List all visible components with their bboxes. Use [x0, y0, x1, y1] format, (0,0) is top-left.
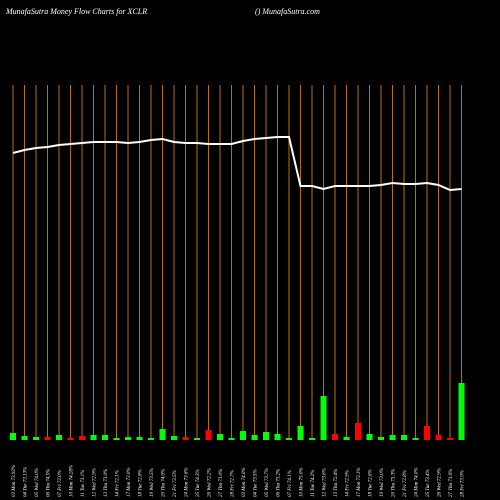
x-tick-label: 04 Tue 73.5%: [254, 469, 259, 497]
bar: [435, 435, 442, 440]
bar: [102, 435, 108, 440]
bar: [125, 437, 131, 440]
x-tick-label: 18 Tue 72.6%: [369, 469, 374, 497]
bar: [378, 437, 384, 440]
x-tick-label: 17 Mon 73.0%: [127, 467, 132, 497]
x-tick-label: 27 Thu 73.0%: [219, 469, 224, 497]
x-tick-label: 28 Fri 72.7%: [231, 470, 236, 497]
x-tick-label: 19 Wed 73.0%: [380, 468, 385, 497]
x-tick-label: 20 Thu 74.0%: [162, 469, 167, 497]
x-tick-label: 07 Fri 74.1%: [288, 470, 293, 497]
x-tick-label: 03 Mon 73.92%: [12, 465, 17, 497]
bar: [401, 435, 407, 440]
x-tick-label: 12 Wed 72.9%: [93, 468, 98, 497]
bar: [136, 437, 143, 440]
x-tick-label: 03 Mon 74.0%: [242, 467, 247, 497]
x-tick-label: 13 Thu 72.4%: [334, 469, 339, 497]
x-tick-label: 14 Fri 72.9%: [346, 470, 351, 497]
x-tick-label: 21 Fri 72.5%: [173, 470, 178, 497]
x-tick-label: 06 Thu 73.2%: [277, 469, 282, 497]
bar: [240, 431, 246, 440]
bar: [263, 432, 269, 440]
x-tick-label: 24 Mon 74.0%: [415, 467, 420, 497]
x-tick-label: 10 Mon 74.28%: [70, 465, 75, 497]
x-tick-label: 20 Thu 73.3%: [392, 469, 397, 497]
bar: [228, 438, 235, 440]
x-tick-label: 19 Wed 73.5%: [150, 468, 155, 497]
bar: [458, 383, 465, 440]
x-tick-label: 27 Thu 73.6%: [449, 469, 454, 497]
chart-title: MunafaSutra Money Flow Charts for XCLR: [5, 7, 147, 16]
bar: [148, 438, 154, 440]
x-tick-label: 06 Thu 74.5%: [47, 469, 52, 497]
x-tick-label: 13 Thu 73.0%: [104, 469, 109, 497]
x-tick-label: 26 Wed 72.9%: [438, 468, 443, 497]
bar: [21, 436, 28, 440]
price-line: [12, 136, 462, 192]
x-tick-label: 24 Mon 73.6%: [185, 467, 190, 497]
bar: [343, 437, 350, 440]
bar: [182, 437, 189, 440]
bar: [90, 435, 97, 440]
x-tick-label: 10 Mon 75.0%: [300, 467, 305, 497]
bar: [44, 437, 51, 440]
x-tick-label: 04 Tue 73.13%: [24, 467, 29, 497]
x-tick-label: 18 Tue 72.8%: [139, 469, 144, 497]
x-tick-label: 25 Tue 74.3%: [196, 469, 201, 497]
bar: [10, 433, 16, 440]
chart-subtitle: () MunafaSutra.com: [255, 7, 320, 16]
bar: [389, 435, 396, 440]
bar: [113, 438, 120, 440]
x-tick-label: 12 Wed 73.6%: [323, 468, 328, 497]
bar: [67, 438, 74, 440]
x-tick-label: 26 Wed 72.2%: [208, 468, 213, 497]
bar: [251, 435, 258, 440]
bar: [274, 434, 281, 440]
bar: [366, 434, 373, 440]
x-tick-label: 14 Fri 72.1%: [116, 470, 121, 497]
x-tick-label: 21 Fri 72.8%: [403, 470, 408, 497]
bar: [309, 438, 315, 440]
bar: [297, 426, 304, 440]
bar: [355, 423, 361, 440]
bar: [286, 438, 292, 440]
bar: [412, 438, 419, 440]
bar: [447, 438, 453, 440]
x-tick-label: 11 Tue 74.2%: [311, 470, 316, 497]
x-tick-label: 28 Fri 73.9%: [461, 470, 466, 497]
x-tick-label: 25 Tue 73.4%: [426, 469, 431, 497]
bar: [159, 429, 166, 440]
bar: [194, 438, 200, 440]
bar: [205, 430, 212, 440]
x-tick-label: 17 Mon 73.1%: [357, 467, 362, 497]
bar: [424, 426, 430, 440]
bar: [217, 434, 223, 440]
bar: [33, 437, 39, 440]
x-tick-label: 05 Wed 74.0%: [35, 468, 40, 497]
bar: [171, 436, 177, 440]
bar: [56, 435, 62, 440]
x-tick-label: 11 Tue 73.1%: [81, 470, 86, 497]
x-tick-label: 05 Wed 73.7%: [265, 468, 270, 497]
bar: [320, 396, 327, 440]
x-tick-label: 07 Fri 72.0%: [58, 470, 63, 497]
bar: [79, 436, 85, 440]
bar: [332, 434, 338, 440]
